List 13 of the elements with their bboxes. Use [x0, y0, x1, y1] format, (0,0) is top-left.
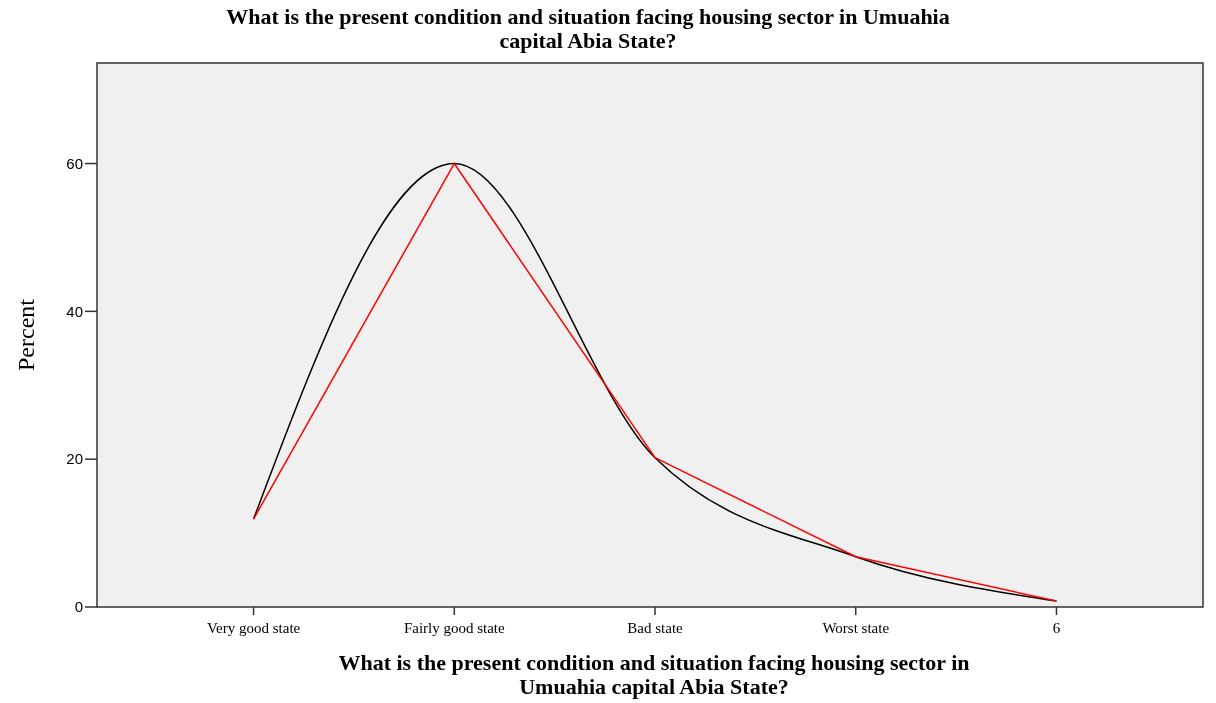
x-tick-label: Fairly good state [403, 620, 506, 636]
chart-title: What is the present condition and situation facing housing sector in Umuahia capital Abia State? [226, 4, 950, 53]
y-tick-label: 20 [66, 450, 83, 468]
x-tick-label: Worst state [822, 620, 890, 636]
x-tick-label: 6 [1052, 620, 1061, 636]
line-series [252, 162, 1058, 602]
x-tick-label: Very good state [206, 620, 301, 636]
y-tick-label: 60 [66, 154, 83, 172]
y-tick-label: 0 [74, 598, 83, 616]
y-tick-label: 40 [66, 302, 83, 320]
y-axis-title: Percent [13, 298, 39, 371]
x-tick-label: Bad state [627, 620, 684, 636]
x-axis-title: What is the present condition and situation facing housing sector in Umuahia capital Abia State? [338, 650, 970, 699]
